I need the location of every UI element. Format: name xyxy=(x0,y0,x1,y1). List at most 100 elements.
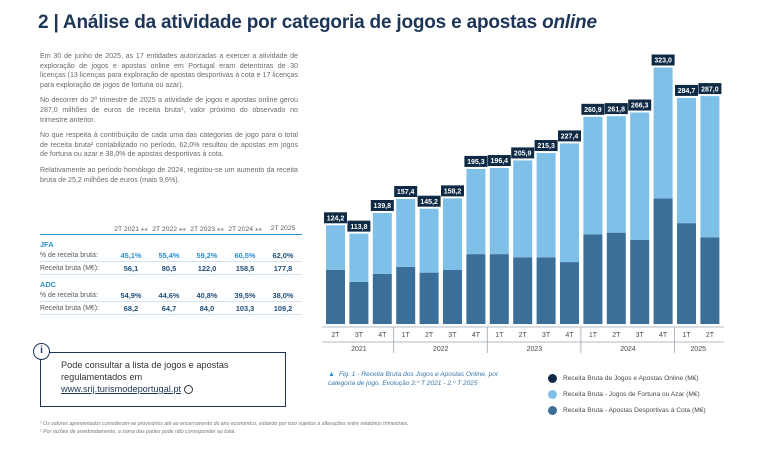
stats-header: 2T 2023 ⁎⁎ xyxy=(190,225,224,233)
bar-adc xyxy=(583,234,603,324)
total-label: 145,2 xyxy=(420,199,438,206)
intro-text: Em 30 de junho de 2025, as 17 entidades … xyxy=(40,52,298,191)
info-icon: i xyxy=(33,343,50,360)
stats-table: 2T 2021 ⁎⁎ 2T 2022 ⁎⁎ 2T 2023 ⁎⁎ 2T 2024… xyxy=(40,223,302,315)
adc-group-label: ADC xyxy=(40,280,57,289)
jfa-rb-row: Receita bruta (M€): 56,1 80,5 122,0 158,… xyxy=(40,262,302,275)
x-tick-label: 4T xyxy=(565,332,574,339)
x-tick-label: 3T xyxy=(542,332,551,339)
bar-jfa xyxy=(466,168,486,255)
x-tick-label: 4T xyxy=(378,332,387,339)
bar-jfa xyxy=(489,168,509,255)
bar-jfa xyxy=(583,116,603,235)
total-label: 205,9 xyxy=(514,151,532,158)
total-label: 195,3 xyxy=(467,159,485,166)
total-label-bg xyxy=(675,84,698,96)
jfa-group-label: JFA xyxy=(40,240,54,249)
total-label-bg xyxy=(558,130,581,142)
cell: 45,1% xyxy=(120,250,142,260)
x-tick-label: 2T xyxy=(612,332,621,339)
bar-jfa xyxy=(326,225,345,270)
x-tick-label: 2T xyxy=(706,332,715,339)
legend-item-jfa: Receita Bruta - Jogos de Fortuna ou Azar… xyxy=(548,386,748,402)
total-label-bg xyxy=(534,140,558,152)
x-tick-label: 2T xyxy=(425,332,434,339)
stats-header: 2T 2022 ⁎⁎ xyxy=(152,225,186,233)
total-label: 260,9 xyxy=(584,107,602,114)
legend-item-adc: Receita Bruta - Apostas Desportivas à Co… xyxy=(548,402,748,418)
total-label: 157,4 xyxy=(397,189,415,196)
bar-jfa xyxy=(653,67,673,199)
page-title: 2 | Análise da atividade por categoria d… xyxy=(38,12,597,33)
cell: 103,3 xyxy=(235,303,255,313)
year-label: 2024 xyxy=(620,346,636,353)
x-tick-label: 3T xyxy=(355,332,364,339)
cell: 44,6% xyxy=(158,290,180,300)
bar-adc xyxy=(653,198,673,324)
cell: 59,2% xyxy=(196,250,218,260)
x-tick-label: 4T xyxy=(659,332,668,339)
footnote: ² Por razões de arredondamento, a soma d… xyxy=(40,428,236,435)
figure-caption: ▲ Fig. 1 - Receita Bruta dos Jogos e Apos… xyxy=(328,371,499,387)
bar-adc xyxy=(677,223,696,324)
cell: 122,0 xyxy=(197,263,217,273)
jfa-pct-row: % de receita bruta: 45,1% 55,4% 59,2% 60… xyxy=(40,249,302,262)
bar-jfa xyxy=(560,143,579,263)
bar-jfa xyxy=(443,198,462,270)
cell: 64,7 xyxy=(161,303,177,313)
year-label: 2025 xyxy=(690,346,706,353)
cell: 84,0 xyxy=(199,303,215,313)
cell: 60,5% xyxy=(234,250,256,260)
srij-link[interactable]: www.srij.turismodeportugal.pt xyxy=(61,384,181,394)
total-label-bg xyxy=(370,199,394,211)
total-label-bg xyxy=(347,220,371,232)
total-label-bg xyxy=(487,155,511,167)
total-label-bg xyxy=(581,103,605,115)
total-label-bg xyxy=(324,212,347,224)
total-label: 261,8 xyxy=(608,106,626,113)
bar-jfa xyxy=(396,199,416,267)
bar-adc xyxy=(560,262,579,324)
cell: 109,2 xyxy=(273,303,293,313)
adc-rb-row: Receita bruta (M€): 68,2 64,7 84,0 103,3… xyxy=(40,302,302,315)
total-label: 266,3 xyxy=(631,103,649,110)
legend-dot-icon xyxy=(548,373,557,383)
x-tick-label: 1T xyxy=(682,332,691,339)
cell: 39,5% xyxy=(234,290,256,300)
bar-jfa xyxy=(513,160,533,258)
intro-paragraph: No que respeita à contribuição de cada u… xyxy=(40,131,298,159)
total-label: 284,7 xyxy=(678,88,696,95)
x-tick-label: 3T xyxy=(448,332,457,339)
bar-adc xyxy=(606,232,626,324)
cell: 158,5 xyxy=(235,263,255,273)
bar-adc xyxy=(419,272,439,324)
year-label: 2023 xyxy=(527,346,543,353)
legend-item-total: Receita Bruta de Jogos e Apostas Online … xyxy=(548,370,748,386)
bar-adc xyxy=(443,270,462,324)
bar-adc xyxy=(372,273,392,324)
legend-dot-icon xyxy=(548,405,557,415)
cell: 40,8% xyxy=(196,290,218,300)
chart-legend: Receita Bruta de Jogos e Apostas Online … xyxy=(548,370,748,418)
total-label: 227,4 xyxy=(561,134,579,141)
info-line: Pode consultar a lista de jogos e aposta… xyxy=(61,360,229,370)
footnotes: ¹ Os valores apresentados consideram-se … xyxy=(40,421,740,436)
cell: 62,0% xyxy=(272,250,294,260)
stats-header: 2T 2024 ⁎⁎ xyxy=(228,225,262,233)
legend-dot-icon xyxy=(548,389,557,399)
total-label-bg xyxy=(441,185,464,197)
total-label-bg xyxy=(604,103,628,115)
bar-adc xyxy=(513,257,533,324)
total-label: 158,2 xyxy=(444,189,462,196)
bar-jfa xyxy=(606,116,626,233)
x-tick-label: 2T xyxy=(331,332,340,339)
total-label: 196,4 xyxy=(491,158,509,165)
bar-adc xyxy=(536,257,556,324)
cell: 68,2 xyxy=(123,303,139,313)
triangle-icon: ▲ xyxy=(328,371,335,378)
cell: 56,1 xyxy=(123,263,139,273)
total-label-bg xyxy=(698,83,722,95)
total-label: 139,8 xyxy=(374,203,392,210)
total-label-bg xyxy=(394,186,418,198)
info-text: Pode consultar a lista de jogos e aposta… xyxy=(61,359,281,395)
